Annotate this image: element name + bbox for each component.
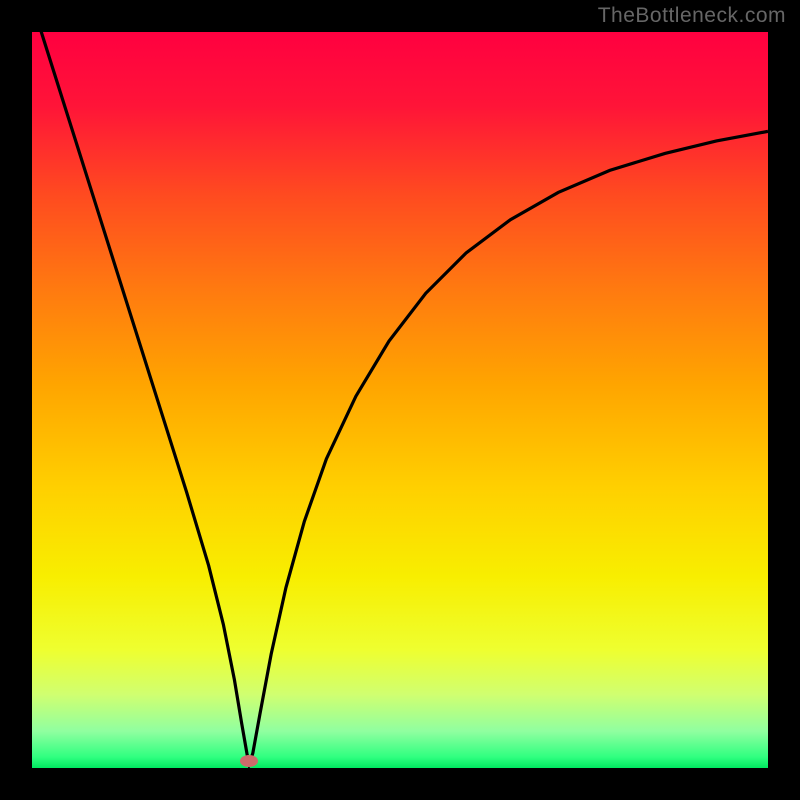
- curve-path: [32, 32, 768, 764]
- watermark-text: TheBottleneck.com: [598, 4, 786, 28]
- plot-area: [32, 32, 768, 768]
- bottleneck-curve: [32, 32, 768, 768]
- vertex-marker: [240, 755, 258, 767]
